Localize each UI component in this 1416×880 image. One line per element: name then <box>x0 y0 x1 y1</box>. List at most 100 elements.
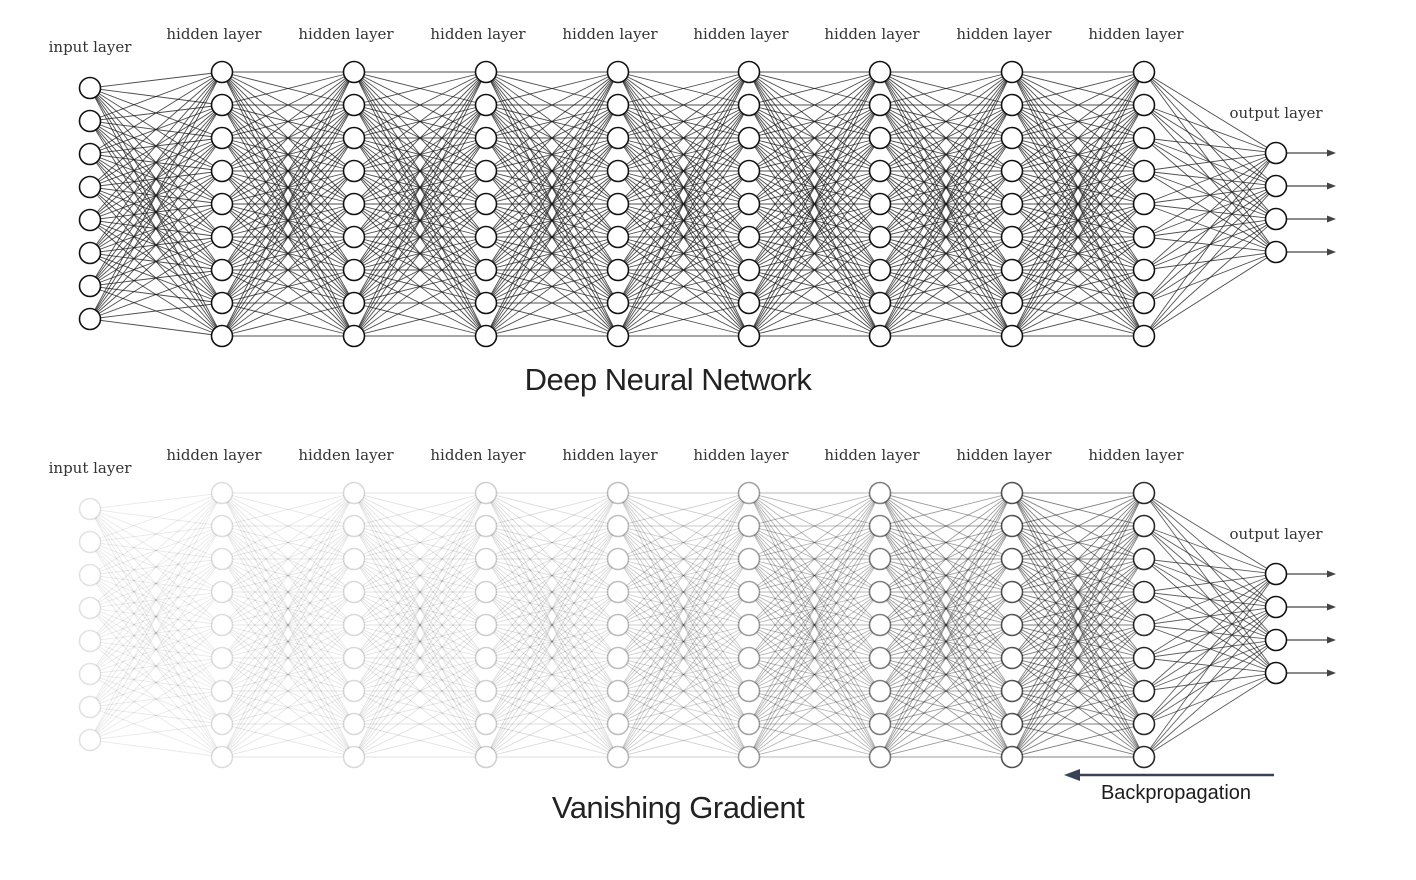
connection-edge <box>485 492 619 593</box>
connection-edge <box>748 558 881 659</box>
connection-edge <box>1143 137 1277 154</box>
connection-edge <box>879 624 1013 725</box>
connection-edge <box>1011 492 1145 659</box>
connection-edge <box>617 492 750 692</box>
connection-edge <box>221 104 355 337</box>
neuron <box>606 192 630 216</box>
neuron <box>868 258 892 282</box>
connection-edge <box>748 71 881 205</box>
connection-edge <box>353 657 487 725</box>
connection-edge <box>617 492 750 560</box>
connection-edge <box>353 558 487 626</box>
connection-edge <box>89 525 223 675</box>
connection-edge <box>617 525 750 593</box>
neuron <box>342 159 366 183</box>
connection-edge <box>221 525 355 692</box>
connection-edge <box>221 525 355 659</box>
neuron <box>1132 547 1156 571</box>
connection-edge <box>221 492 355 659</box>
connection-edge <box>485 492 619 593</box>
connection-edge <box>221 624 355 758</box>
connection-edge <box>748 203 881 337</box>
connection-edge <box>89 71 223 320</box>
connection-edge <box>353 525 487 626</box>
connection-edge <box>1143 639 1277 758</box>
connection-edge <box>617 525 750 758</box>
connection-edge <box>353 558 487 725</box>
connection-edge <box>353 492 487 593</box>
neuron <box>1264 628 1288 652</box>
connection-edge <box>353 558 487 659</box>
connection-edge <box>89 640 223 692</box>
connection-edge <box>221 624 355 725</box>
connection-edge <box>617 71 750 139</box>
connection-edge <box>485 492 619 560</box>
connection-edge <box>221 558 355 758</box>
neuron <box>342 547 366 571</box>
connection-edge <box>1011 302 1145 337</box>
connection-edge <box>485 492 619 527</box>
connection-edge <box>221 525 355 725</box>
connection-edge <box>353 657 487 692</box>
neuron <box>474 93 498 117</box>
connection-edge <box>879 525 1013 593</box>
connection-edge <box>353 492 487 527</box>
connection-edge <box>748 558 881 626</box>
connection-edge <box>879 558 1013 593</box>
neuron <box>737 745 761 769</box>
connection-edge <box>879 137 1013 337</box>
neuron <box>606 514 630 538</box>
connection-edge <box>1143 573 1277 593</box>
connection-edge <box>748 624 881 758</box>
neuron <box>210 258 234 282</box>
connection-edge <box>89 739 223 758</box>
connection-edge <box>353 591 487 626</box>
connection-edge <box>748 558 881 692</box>
connection-edge <box>221 558 355 659</box>
connection-edge <box>221 492 355 527</box>
connection-edge <box>221 525 355 593</box>
connection-edge <box>1143 185 1277 337</box>
connection-edge <box>617 657 750 725</box>
connection-edge <box>748 170 881 337</box>
connection-edge <box>89 558 223 576</box>
connection-edge <box>1011 71 1145 337</box>
connection-edge <box>879 558 1013 593</box>
connection-edge <box>221 657 355 725</box>
connection-edge <box>221 71 355 304</box>
connection-edge <box>221 558 355 758</box>
connection-edge <box>1143 152 1277 172</box>
neuron <box>1000 679 1024 703</box>
connection-edge <box>879 657 1013 692</box>
connection-edge <box>617 302 750 337</box>
connection-edge <box>485 525 619 560</box>
connection-edge <box>879 525 1013 725</box>
neuron <box>1000 324 1024 348</box>
connection-edge <box>617 492 750 560</box>
connection-edge <box>748 690 881 725</box>
neuron <box>474 60 498 84</box>
connection-edge <box>485 525 619 626</box>
connection-edge <box>89 508 223 725</box>
neuron <box>737 324 761 348</box>
neuron <box>1132 291 1156 315</box>
connection-edge <box>89 541 223 758</box>
neuron <box>78 563 102 587</box>
connection-edge <box>748 624 881 692</box>
connection-edge <box>221 525 355 758</box>
connection-edge <box>879 104 1013 337</box>
connection-edge <box>879 525 1013 692</box>
connection-edge <box>221 525 355 758</box>
connection-edge <box>353 525 487 725</box>
neuron <box>1264 240 1288 264</box>
neuron <box>1000 481 1024 505</box>
connection-edge <box>879 492 1013 692</box>
neuron <box>737 580 761 604</box>
output-arrowhead-icon <box>1327 603 1336 611</box>
connection-edge <box>879 690 1013 725</box>
connection-edge <box>748 657 881 758</box>
neuron <box>737 291 761 315</box>
connection-edge <box>485 525 619 692</box>
connection-edge <box>89 302 223 320</box>
